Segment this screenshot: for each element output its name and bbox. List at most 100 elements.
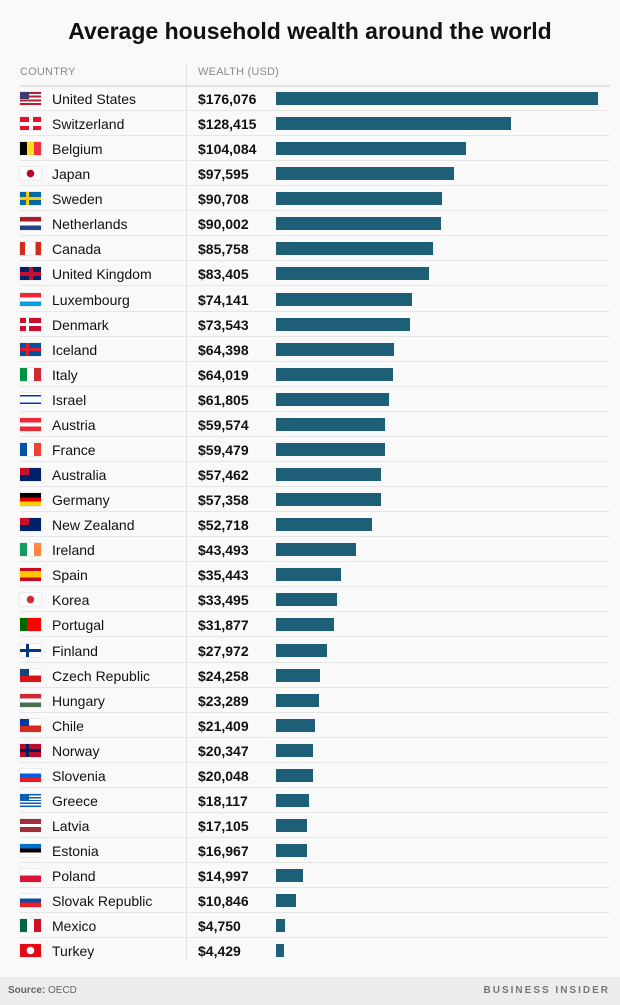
wealth-value: $57,462 <box>198 467 249 484</box>
country-name: Norway <box>52 742 100 759</box>
flag-icon <box>20 668 41 682</box>
country-name: Czech Republic <box>52 667 151 684</box>
country-name: Slovak Republic <box>52 893 153 910</box>
country-name: Mexico <box>52 918 97 935</box>
wealth-value: $57,358 <box>198 492 249 509</box>
wealth-bar <box>276 142 467 156</box>
table-row: Poland $14,997 <box>20 863 610 889</box>
table-row: Germany $57,358 <box>20 487 610 513</box>
wealth-bar <box>276 894 296 908</box>
flag-canton <box>20 793 29 801</box>
table-row: Luxembourg $74,141 <box>20 287 610 312</box>
flag-icon <box>20 718 41 732</box>
column-header-country: COUNTRY <box>20 66 76 78</box>
country-name: Hungary <box>52 692 105 709</box>
flag-icon <box>20 543 41 557</box>
wealth-value: $59,479 <box>198 441 249 458</box>
wealth-bar <box>276 718 316 732</box>
flag-icon <box>20 768 41 782</box>
country-name: Turkey <box>52 943 95 960</box>
table-row: Czech Republic $24,258 <box>20 663 610 688</box>
wealth-value: $10,846 <box>198 893 249 910</box>
chart-title: Average household wealth around the worl… <box>68 18 552 44</box>
flag-icon <box>20 894 41 908</box>
wealth-bar <box>276 392 390 406</box>
wealth-bar <box>276 468 382 482</box>
country-name: Spain <box>52 567 88 584</box>
flag-icon <box>20 618 41 632</box>
country-name: Denmark <box>52 316 109 333</box>
wealth-value: $16,967 <box>198 843 249 860</box>
wealth-bar <box>276 242 433 256</box>
country-name: Portugal <box>52 617 105 634</box>
table-row: Japan $97,595 <box>20 161 610 187</box>
flag-icon <box>20 869 41 883</box>
table-row: Denmark $73,543 <box>20 312 610 337</box>
flag-icon <box>20 342 41 356</box>
flag-canton <box>20 92 29 99</box>
table-row: Latvia $17,105 <box>20 813 610 839</box>
wealth-value: $52,718 <box>198 517 249 534</box>
country-name: Germany <box>52 492 110 509</box>
flag-icon <box>20 568 41 582</box>
wealth-value: $27,972 <box>198 642 249 659</box>
table-row: Italy $64,019 <box>20 362 610 387</box>
country-name: Sweden <box>52 191 103 208</box>
wealth-bar <box>276 743 314 757</box>
wealth-value: $4,429 <box>198 943 241 960</box>
table-row: Estonia $16,967 <box>20 838 610 864</box>
flag-icon <box>20 919 41 933</box>
table-row: Sweden $90,708 <box>20 186 610 212</box>
country-name: Iceland <box>52 341 98 358</box>
wealth-bar <box>276 117 511 131</box>
table-row: Korea $33,495 <box>20 587 610 613</box>
wealth-bar <box>276 192 442 206</box>
table-row: France $59,479 <box>20 437 610 462</box>
flag-icon <box>20 167 41 181</box>
flag-icon <box>20 367 41 381</box>
wealth-bar <box>276 693 319 707</box>
table-row: Ireland $43,493 <box>20 537 610 563</box>
country-name: Australia <box>52 467 107 484</box>
wealth-bar <box>276 167 455 181</box>
country-name: Canada <box>52 241 102 258</box>
source-label: Source: <box>8 985 46 996</box>
wealth-value: $43,493 <box>198 542 249 559</box>
country-name: Italy <box>52 366 78 383</box>
wealth-bar <box>276 518 373 532</box>
flag-icon <box>20 468 41 482</box>
flag-icon <box>20 317 41 331</box>
wealth-value: $17,105 <box>198 818 249 835</box>
table-row: Netherlands $90,002 <box>20 211 610 237</box>
wealth-bar <box>276 768 313 782</box>
wealth-bar <box>276 217 441 231</box>
wealth-value: $90,708 <box>198 191 249 208</box>
wealth-bar <box>276 568 341 582</box>
wealth-value: $23,289 <box>198 692 249 709</box>
table-row: United States $176,076 <box>20 86 610 111</box>
wealth-bar <box>276 618 335 632</box>
table-row: Mexico $4,750 <box>20 913 610 939</box>
flag-canton <box>20 718 29 726</box>
flag-icon <box>20 819 41 833</box>
wealth-value: $18,117 <box>198 792 248 809</box>
wealth-bar <box>276 869 304 883</box>
flag-icon <box>20 743 41 757</box>
wealth-value: $21,409 <box>198 717 249 734</box>
wealth-bar <box>276 267 429 281</box>
wealth-value: $85,758 <box>198 241 249 258</box>
wealth-value: $4,750 <box>198 918 241 935</box>
country-name: Finland <box>52 642 98 659</box>
country-name: Slovenia <box>52 767 106 784</box>
wealth-bar <box>276 493 381 507</box>
wealth-bar <box>276 844 308 858</box>
wealth-bar <box>276 543 356 557</box>
wealth-bar <box>276 292 412 306</box>
country-name: United States <box>52 91 137 107</box>
table-row: Belgium $104,084 <box>20 136 610 162</box>
wealth-value: $176,076 <box>198 91 257 107</box>
flag-icon <box>20 242 41 256</box>
wealth-value: $83,405 <box>198 266 249 283</box>
table-row: Spain $35,443 <box>20 562 610 588</box>
table-row: Norway $20,347 <box>20 738 610 763</box>
